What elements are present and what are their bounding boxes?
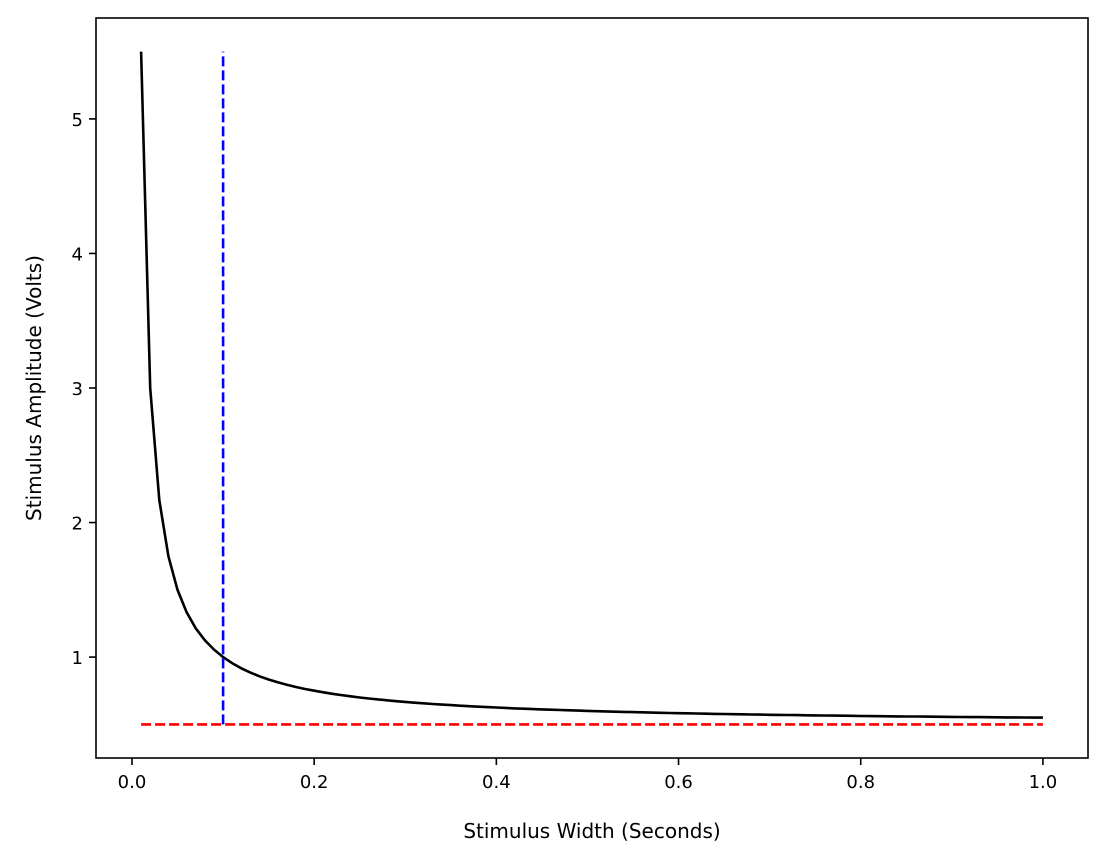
y-axis-label: Stimulus Amplitude (Volts) bbox=[22, 255, 46, 521]
y-tick-label: 3 bbox=[72, 379, 83, 400]
series-line-strength-duration-curve bbox=[139, 51, 1043, 719]
x-axis-label: Stimulus Width (Seconds) bbox=[463, 819, 720, 843]
x-tick-label: 0.4 bbox=[482, 772, 511, 793]
x-tick-label: 1.0 bbox=[1029, 772, 1058, 793]
x-tick-label: 0.8 bbox=[846, 772, 875, 793]
plot-frame bbox=[95, 17, 1089, 759]
y-tick-label: 2 bbox=[72, 514, 83, 535]
y-tick-label: 5 bbox=[72, 110, 83, 131]
y-tick-label: 4 bbox=[72, 244, 83, 265]
y-tick-label: 1 bbox=[72, 648, 83, 669]
x-tick-label: 0.6 bbox=[664, 772, 693, 793]
x-tick-label: 0.0 bbox=[118, 772, 147, 793]
x-tick-label: 0.2 bbox=[300, 772, 329, 793]
